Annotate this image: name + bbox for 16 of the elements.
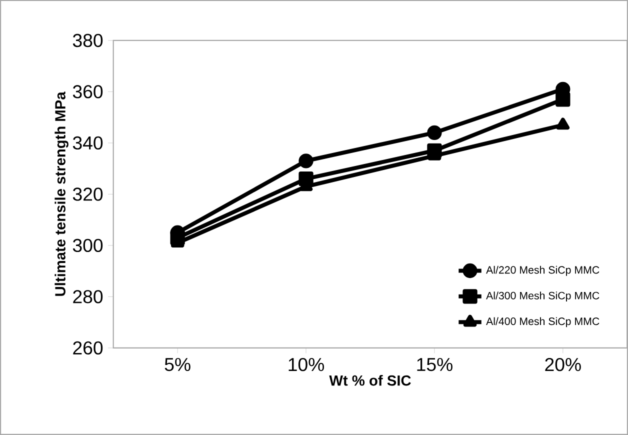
y-tick-label: 260 bbox=[73, 341, 103, 355]
y-tick-label: 360 bbox=[72, 85, 103, 98]
x-tick-label: 20% bbox=[545, 358, 581, 372]
y-tick-label: 340 bbox=[72, 136, 103, 150]
y-axis-title: Ultimate tensile strength MPa bbox=[54, 92, 68, 296]
y-tick-label: 280 bbox=[73, 290, 103, 304]
y-tick-label: 320 bbox=[72, 188, 103, 201]
x-tick-label: 15% bbox=[417, 358, 452, 372]
x-axis-title: Wt % of SIC bbox=[329, 374, 411, 386]
y-tick-label: 380 bbox=[72, 34, 103, 48]
x-tick-label: 10% bbox=[288, 358, 324, 372]
x-tick-label: 5% bbox=[164, 358, 190, 372]
legend-label: Al/400 Mesh SiCp MMC bbox=[486, 317, 600, 328]
y-tick-label: 300 bbox=[72, 238, 103, 252]
legend-label: Al/220 Mesh SiCp MMC bbox=[486, 266, 600, 276]
legend-label: Al/300 Mesh SiCp MMC bbox=[486, 292, 600, 302]
